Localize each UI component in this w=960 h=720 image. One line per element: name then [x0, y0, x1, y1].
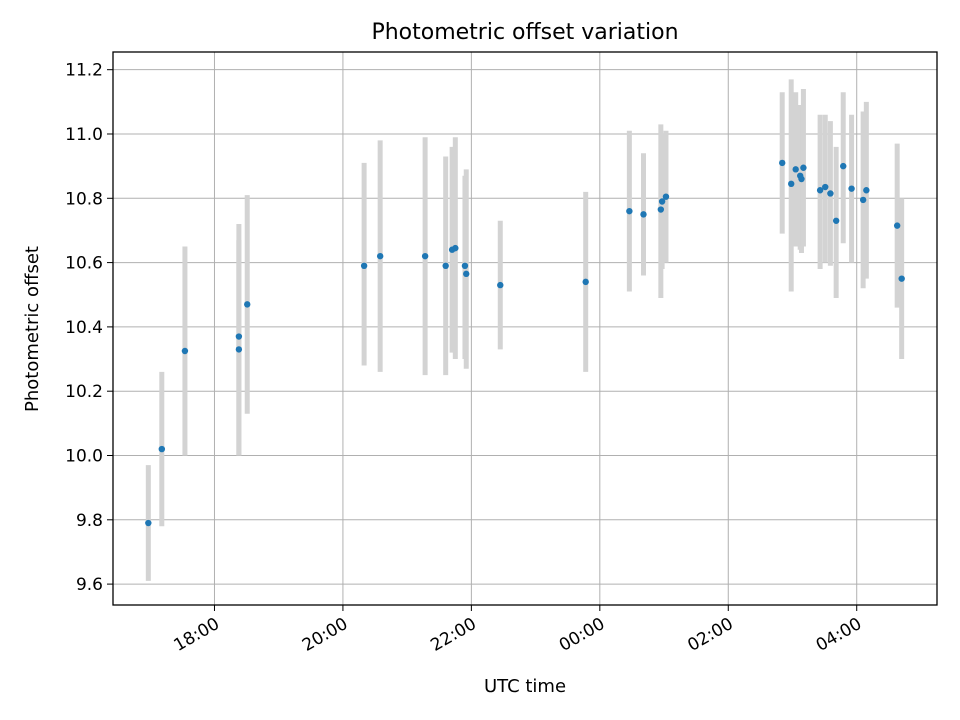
y-tick-label: 10.8: [65, 189, 103, 209]
data-point: [827, 190, 834, 197]
y-tick-label: 9.6: [76, 575, 103, 595]
y-tick-label: 11.2: [65, 61, 103, 81]
data-point: [376, 252, 384, 260]
y-tick-label: 10.0: [65, 446, 103, 466]
x-tick-label: 02:00: [684, 614, 736, 656]
data-point: [792, 166, 799, 173]
data-point: [452, 244, 459, 252]
data-point: [181, 347, 189, 355]
plot-frame: [112, 51, 938, 606]
data-point: [626, 207, 633, 215]
data-point: [832, 217, 840, 224]
y-axis-ticks: 9.6 9.8 10.0 10.2 10.4 10.6 10.8 11.0 11.2: [65, 61, 113, 595]
y-tick-label: 10.2: [65, 382, 103, 402]
x-axis-label: UTC time: [484, 676, 566, 697]
data-point: [859, 196, 867, 204]
data-point: [145, 519, 152, 527]
x-tick-label: 22:00: [427, 614, 479, 656]
data-point: [158, 445, 166, 453]
data-point: [788, 180, 795, 188]
data-point: [662, 193, 670, 200]
data-point: [848, 185, 855, 192]
data-point: [822, 183, 829, 191]
y-axis-label: Photometric offset: [22, 246, 43, 412]
data-point: [840, 162, 847, 170]
data-point: [657, 206, 665, 213]
x-tick-label: 00:00: [556, 614, 608, 656]
data-point: [893, 222, 901, 229]
y-tick-label: 11.0: [65, 125, 103, 145]
data-point: [442, 262, 449, 270]
x-tick-label: 20:00: [299, 614, 351, 656]
data-point: [235, 333, 243, 340]
data-point: [863, 187, 870, 194]
chart-title: Photometric offset variation: [371, 20, 678, 45]
x-axis-ticks: 18:00 20:00 22:00 00:00 02:00 04:00: [171, 605, 865, 656]
data-point: [816, 187, 824, 194]
grid-lines: [113, 52, 937, 605]
data-point: [235, 346, 243, 353]
data-point: [582, 278, 589, 286]
data-point: [463, 270, 470, 278]
y-tick-label: 10.6: [65, 254, 103, 274]
data-point: [640, 211, 647, 218]
data-points: [145, 159, 905, 527]
data-point: [779, 159, 786, 167]
data-point: [360, 262, 368, 270]
data-point: [898, 275, 905, 282]
data-point: [244, 301, 251, 308]
data-point: [461, 262, 469, 270]
data-point: [421, 252, 429, 260]
y-tick-label: 9.8: [76, 511, 103, 531]
x-tick-label: 18:00: [171, 614, 223, 656]
y-tick-label: 10.4: [65, 318, 103, 338]
data-point: [798, 175, 805, 183]
data-point: [800, 164, 807, 171]
x-tick-label: 04:00: [813, 614, 865, 656]
data-point: [658, 198, 666, 205]
data-point: [497, 281, 504, 289]
